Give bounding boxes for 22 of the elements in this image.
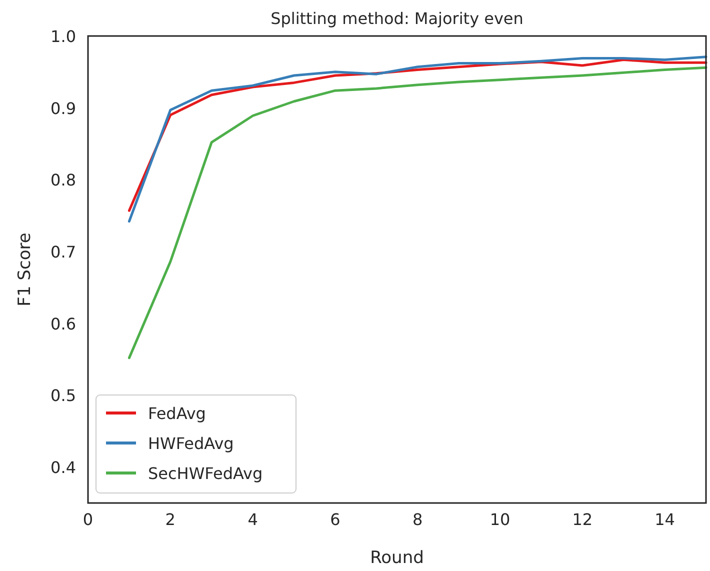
y-tick-label: 0.9 — [50, 98, 76, 118]
legend-label: FedAvg — [148, 404, 206, 423]
x-tick-label: 10 — [490, 510, 510, 529]
x-tick-label: 4 — [248, 510, 258, 529]
x-tick-label: 2 — [165, 510, 176, 529]
x-tick-label: 6 — [330, 510, 340, 529]
x-axis-title: Round — [370, 548, 424, 568]
y-axis-title: F1 Score — [15, 232, 35, 306]
y-tick-label: 0.7 — [50, 242, 76, 262]
legend-label: SecHWFedAvg — [148, 464, 263, 483]
line-series — [128, 66, 708, 360]
x-tick-label: 0 — [82, 510, 94, 529]
legend-label: HWFedAvg — [148, 434, 234, 453]
x-tick-label: 14 — [654, 510, 675, 529]
y-tick-label: 0.8 — [50, 170, 76, 190]
y-tick-label: 0.5 — [50, 386, 76, 406]
x-tick-label: 12 — [572, 510, 593, 529]
y-tick-label: 1.0 — [50, 27, 76, 46]
x-tick-label: 8 — [412, 510, 423, 529]
y-tick-label: 0.6 — [50, 314, 76, 334]
y-tick-label: 0.4 — [50, 458, 76, 478]
chart-title: Splitting method: Majority even — [270, 9, 524, 28]
